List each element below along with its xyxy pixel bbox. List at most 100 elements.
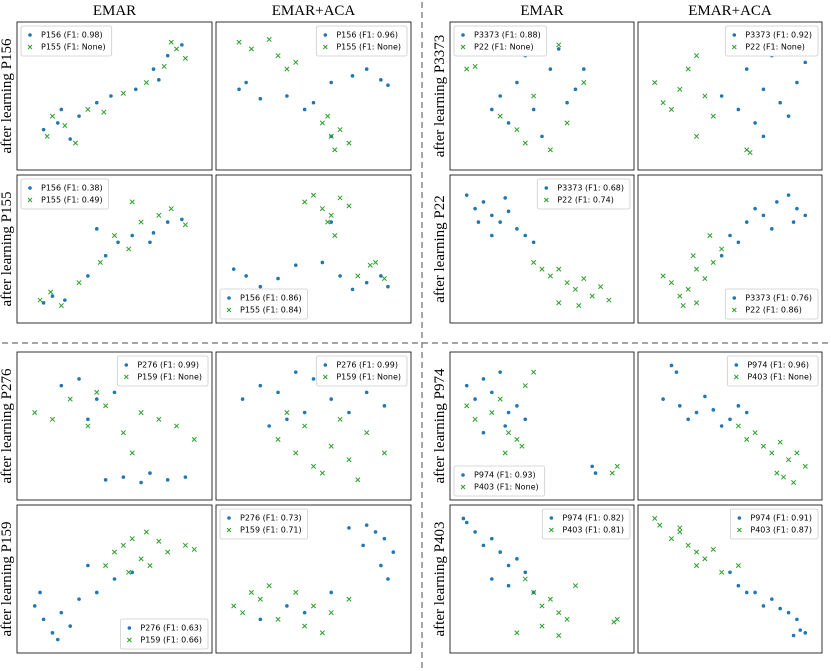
legend-marker	[28, 33, 32, 37]
point	[165, 478, 170, 482]
point	[539, 603, 545, 609]
legend-marker	[461, 473, 465, 477]
point	[728, 570, 732, 575]
point	[236, 39, 242, 45]
point	[111, 232, 118, 239]
legend-label: P276 (F1: 0.99)	[137, 361, 199, 370]
legend-label: P159 (F1: 0.71)	[240, 526, 302, 535]
point	[515, 80, 519, 85]
point	[661, 397, 665, 401]
point	[183, 475, 188, 479]
point	[761, 604, 766, 608]
legend-label: P156 (F1: 0.98)	[41, 31, 103, 40]
point	[791, 220, 796, 224]
point	[310, 192, 317, 198]
legend-box	[20, 178, 110, 210]
point	[744, 67, 749, 71]
point	[266, 36, 272, 43]
point	[523, 570, 528, 575]
point	[86, 563, 90, 568]
point	[678, 404, 682, 408]
legend: P276 (F1: 0.99) P159 (F1: None)	[116, 355, 209, 387]
point	[116, 240, 120, 245]
panel-frame	[215, 174, 412, 324]
legend-box	[119, 618, 209, 650]
point	[156, 416, 162, 422]
point	[677, 525, 683, 531]
point	[391, 550, 396, 554]
legend-marker	[27, 44, 33, 50]
point	[165, 549, 171, 555]
legend-marker	[461, 33, 465, 37]
point	[94, 100, 99, 105]
point	[786, 610, 791, 615]
point	[138, 219, 144, 225]
row-label: after learning P159	[0, 522, 15, 637]
legend-label: P974 (F1: 0.96)	[747, 361, 809, 370]
row-label: after learning P974	[432, 368, 448, 483]
legend-box	[116, 355, 209, 387]
legend-label: P403 (F1: None)	[747, 373, 812, 382]
point	[293, 370, 298, 374]
point	[490, 577, 494, 581]
point	[94, 590, 99, 595]
point	[464, 193, 469, 197]
row-label: after learning P276	[0, 368, 15, 483]
legend-marker	[28, 186, 32, 190]
legend-marker	[549, 516, 554, 520]
point	[248, 589, 255, 596]
point	[37, 297, 43, 303]
point	[173, 46, 180, 52]
legend: P3373 (F1: 0.88) P22 (F1: None)	[453, 25, 548, 57]
point	[126, 569, 132, 575]
point	[693, 133, 700, 139]
legend-marker	[543, 197, 549, 203]
point	[803, 60, 808, 65]
legend: P156 (F1: 0.38) P155 (F1: 0.49)	[20, 178, 110, 210]
point	[744, 590, 749, 595]
point	[498, 550, 502, 554]
point	[325, 113, 331, 119]
point	[686, 417, 690, 422]
point	[182, 542, 188, 548]
point	[489, 409, 495, 416]
point	[778, 100, 782, 105]
panel-frame	[215, 21, 412, 171]
point	[310, 603, 317, 609]
point	[556, 300, 562, 306]
legend-marker	[732, 296, 737, 300]
point	[515, 227, 519, 231]
point	[103, 478, 108, 482]
legend: P974 (F1: 0.91) P403 (F1: 0.87)	[729, 508, 819, 540]
point	[328, 133, 334, 139]
point	[774, 470, 780, 476]
point	[285, 604, 289, 608]
legend-marker	[733, 374, 739, 380]
point	[44, 133, 50, 139]
point	[514, 630, 520, 636]
point	[775, 200, 779, 204]
point	[258, 96, 263, 101]
point	[276, 276, 280, 281]
panel-frame	[637, 174, 823, 324]
point	[506, 563, 511, 568]
legend-label: P155 (F1: None)	[41, 43, 106, 52]
row-label: after learning P155	[0, 192, 15, 307]
point	[753, 121, 757, 125]
legend-box	[219, 508, 309, 540]
point	[319, 470, 325, 476]
point	[182, 55, 188, 61]
point	[522, 576, 528, 582]
legend: P3373 (F1: 0.92) P22 (F1: None)	[724, 25, 819, 57]
panel-frame	[215, 351, 412, 501]
legend-marker	[323, 363, 328, 367]
point	[490, 390, 494, 395]
point	[523, 233, 528, 238]
point	[707, 232, 713, 239]
point	[657, 522, 663, 528]
point	[719, 424, 724, 428]
legend-marker	[737, 516, 742, 520]
legend: P974 (F1: 0.93) P403 (F1: None)	[453, 465, 546, 497]
point	[685, 286, 691, 292]
point	[694, 410, 699, 415]
